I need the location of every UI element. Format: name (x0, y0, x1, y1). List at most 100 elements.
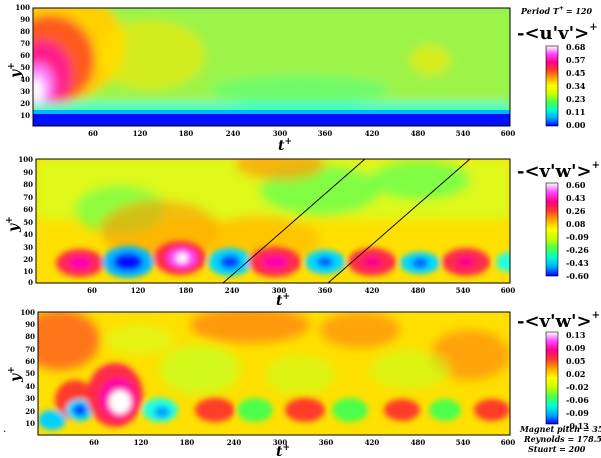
vw2-ytick: 30 (25, 394, 35, 403)
uv-cb-label: 0.68 (566, 42, 586, 52)
vw2-ylabel: y+ (7, 366, 24, 383)
vw1-xtick: 60 (87, 286, 97, 295)
vw2-parameter-notes: Magnet pitch = 35+ Reynolds = 178.5 Stua… (519, 423, 601, 454)
uv-xtick: 120 (133, 129, 148, 138)
guide-line (327, 158, 471, 284)
uv-y-ticks: 100 90 80 70 60 50 40 30 20 10 (15, 3, 30, 120)
vw2-xtick: 600 (501, 438, 516, 447)
heatmap-vw2-field (38, 312, 510, 435)
vw1-ylabel: y+ (5, 216, 22, 233)
uv-ytick: 100 (15, 3, 30, 12)
uv-ylabel: y+ (7, 62, 24, 79)
stray-mark: . (3, 424, 6, 435)
panel-vw-2: 100 90 80 70 60 50 40 30 20 10 60 120 18… (7, 308, 601, 458)
vw2-ytick: 90 (25, 320, 35, 329)
uv-colorbar-labels: 0.68 0.57 0.45 0.34 0.23 0.11 0.00 (566, 42, 586, 130)
vw2-xtick: 480 (411, 438, 426, 447)
vw2-xtick: 240 (227, 438, 242, 447)
vw2-title: -<v'w'>+ (517, 310, 600, 332)
heatmap-vw1-field (36, 159, 510, 283)
uv-ytick: 40 (20, 75, 30, 84)
vw1-cb-label: -0.60 (566, 271, 589, 281)
vw1-cb-label: 0.43 (566, 193, 586, 203)
uv-cb-label: 0.23 (566, 94, 586, 104)
uv-ytick: 30 (20, 87, 30, 96)
vw2-xtick: 300 (273, 438, 288, 447)
vw2-ytick: 10 (25, 419, 35, 428)
vw1-xtick: 420 (365, 286, 380, 295)
vw1-xtick: 360 (318, 286, 333, 295)
stuart-note: Stuart = 200 (528, 444, 586, 454)
vw1-ytick: 40 (23, 230, 33, 239)
vw2-colorbar (545, 331, 559, 425)
vw2-xlabel: t+ (276, 443, 290, 458)
uv-cb-label: 0.57 (566, 55, 585, 65)
magnet-pitch-note: Magnet pitch = 35+ (519, 423, 601, 434)
uv-ytick: 90 (20, 15, 30, 24)
uv-xtick: 360 (318, 129, 333, 138)
vw1-ytick: 100 (18, 155, 33, 164)
vw1-xtick: 180 (179, 286, 194, 295)
vw1-title: -<v'w'>+ (517, 160, 600, 182)
vw2-xtick: 120 (134, 438, 149, 447)
uv-xtick: 480 (411, 129, 426, 138)
vw1-ytick: 80 (23, 180, 33, 189)
uv-cb-label: 0.45 (566, 68, 585, 78)
vw2-xtick: 360 (319, 438, 334, 447)
uv-xtick: 420 (365, 129, 380, 138)
vw1-ytick: 50 (23, 218, 33, 227)
vw1-xtick: 540 (456, 286, 471, 295)
vw2-cb-label: -0.09 (566, 408, 589, 418)
uv-cb-label: 0.00 (566, 120, 586, 130)
uv-ytick: 10 (20, 111, 30, 120)
vw2-xtick: 420 (365, 438, 380, 447)
uv-ytick: 50 (20, 63, 30, 72)
vw1-colorbar-labels: 0.60 0.43 0.26 0.08 -0.09 -0.26 -0.43 -0… (566, 180, 589, 281)
panel-vw-1: 100 90 80 70 60 50 40 30 20 10 0 60 120 … (5, 155, 600, 309)
vw2-cb-label: 0.13 (566, 330, 586, 340)
uv-title: -<u'v'>+ (517, 22, 598, 44)
uv-xtick: 600 (501, 129, 516, 138)
uv-ytick: 60 (20, 51, 30, 60)
vw2-cb-label: 0.05 (566, 356, 585, 366)
vw2-ytick: 40 (25, 382, 35, 391)
reynolds-note: Reynolds = 178.5 (523, 434, 601, 444)
vw1-guide-lines (222, 158, 471, 284)
vw2-xtick: 60 (89, 438, 99, 447)
heatmap-uv-field (33, 8, 510, 126)
vw1-cb-label: 0.60 (566, 180, 586, 190)
uv-cb-label: 0.11 (566, 107, 585, 117)
vw1-cb-label: -0.43 (566, 258, 589, 268)
vw1-xtick: 120 (131, 286, 146, 295)
vw1-ytick: 0 (28, 278, 33, 287)
uv-xtick: 240 (226, 129, 241, 138)
vw2-cb-label: -0.02 (566, 382, 589, 392)
vw2-cb-label: 0.02 (566, 369, 585, 379)
vw2-x-ticks: 60 120 180 240 300 360 420 480 540 600 (89, 438, 515, 447)
vw1-y-ticks: 100 90 80 70 60 50 40 30 20 10 0 (18, 155, 33, 287)
vw2-ytick: 80 (25, 332, 35, 341)
uv-x-ticks: 60 120 180 240 300 360 420 480 540 600 (88, 129, 515, 138)
vw1-xtick: 300 (272, 286, 287, 295)
uv-ytick: 70 (20, 39, 30, 48)
uv-period-annotation: Period T+ = 120 (520, 5, 592, 16)
uv-colorbar (545, 45, 559, 127)
vw2-cb-label: 0.09 (566, 343, 586, 353)
vw2-ytick: 50 (25, 369, 35, 378)
vw2-ytick: 70 (25, 345, 35, 354)
vw2-ytick: 20 (25, 407, 35, 416)
vw2-y-ticks: 100 90 80 70 60 50 40 30 20 10 (20, 308, 35, 428)
uv-xtick: 300 (273, 129, 288, 138)
vw1-xlabel: t+ (276, 292, 290, 309)
uv-xtick: 180 (179, 129, 194, 138)
vw2-colorbar-labels: 0.13 0.09 0.05 0.02 -0.02 -0.06 -0.09 -0… (566, 330, 589, 431)
guide-line (222, 158, 366, 284)
vw1-ytick: 60 (23, 205, 33, 214)
vw2-cb-label: -0.13 (566, 421, 589, 431)
uv-ytick: 80 (20, 27, 30, 36)
vw1-ytick: 10 (23, 267, 33, 276)
vw1-colorbar (545, 182, 559, 277)
vw2-cb-label: -0.06 (566, 395, 589, 405)
vw1-ytick: 20 (23, 255, 33, 264)
uv-xtick: 540 (456, 129, 471, 138)
